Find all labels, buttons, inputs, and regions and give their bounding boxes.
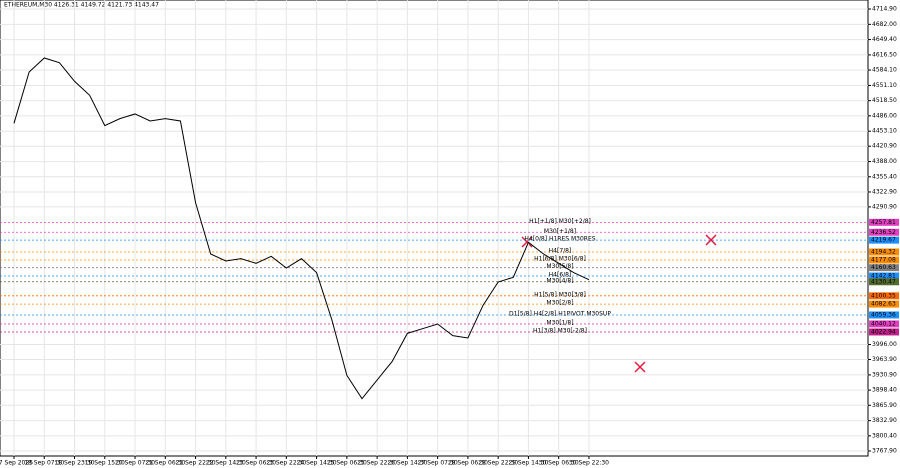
price-box-label: 4160.63	[871, 264, 896, 271]
y-tick-label: 4486.00	[872, 112, 897, 119]
y-tick-label: 3767.90	[872, 448, 897, 455]
x-tick-label: 19 Sep 15:30	[85, 460, 125, 467]
level-label: H4[0/8] H1RES M30RES	[524, 236, 595, 243]
price-box	[869, 228, 899, 236]
price-box	[869, 328, 899, 336]
price-box	[869, 248, 899, 256]
price-box	[869, 256, 899, 264]
price-box	[869, 300, 899, 308]
level-label: M30[+1/8]	[544, 228, 576, 235]
price-box	[869, 218, 899, 226]
price-box-label: 4142.81	[871, 273, 896, 280]
x-tick-label: 21 Sep 06:30	[145, 460, 185, 467]
y-tick-label: 4290.90	[872, 203, 897, 210]
y-tick-label: 3963.90	[872, 356, 897, 363]
x-tick-label: 28 Sep 22:30	[478, 460, 518, 467]
level-label: M30[4/8]	[546, 277, 573, 284]
price-box-label: 4177.08	[871, 257, 896, 264]
price-box-label: 4219.67	[871, 237, 896, 244]
x-tick-label: 24 Sep 14:30	[297, 460, 337, 467]
level-label: M30[2/8]	[546, 300, 573, 307]
y-tick-label: 4420.90	[872, 143, 897, 150]
price-box	[869, 272, 899, 280]
x-tick-label: 26 Sep 14:30	[387, 460, 427, 467]
price-box	[869, 236, 899, 244]
y-tick-label: 3865.90	[872, 402, 897, 409]
x-tick-label: 23 Sep 22:30	[266, 460, 306, 467]
chart-title: ETHEREUM,M30 4126.31 4149.72 4121.73 414…	[4, 2, 159, 9]
price-line	[13, 57, 590, 400]
y-tick-label: 4388.00	[872, 158, 897, 165]
price-box-label: 4257.81	[871, 219, 896, 226]
price-box-label: 4194.32	[871, 248, 896, 255]
x-markers	[521, 234, 717, 373]
y-tick-label: 4518.50	[872, 97, 897, 104]
x-tick-label: 25 Sep 22:30	[357, 460, 397, 467]
x-tick-label: 18 Sep 07:30	[24, 460, 64, 467]
y-tick-label: 4649.40	[872, 36, 897, 43]
price-box-label: 4040.12	[871, 320, 896, 327]
y-tick-label: 3898.40	[872, 387, 897, 394]
level-label: D1[5/8] H4[2/8] H1PIVOT M30SUP	[509, 310, 611, 317]
y-tick-label: 3832.90	[872, 417, 897, 424]
price-box-label: 4236.52	[871, 229, 896, 236]
y-tick-label: 4322.90	[872, 188, 897, 195]
x-tick-label: 27 Sep 07:30	[418, 460, 458, 467]
level-label: H1[3/8] M30[-2/8]	[533, 327, 587, 334]
price-box-label: 4059.36	[871, 311, 896, 318]
x-tick-label: 30 Sep 06:30	[539, 460, 579, 467]
y-tick-label: 4355.40	[872, 173, 897, 180]
y-tick-label: 4453.10	[872, 128, 897, 135]
y-tick-label: 4616.50	[872, 51, 897, 58]
price-box-label: 4022.94	[871, 328, 896, 335]
level-label: H4[6/8]	[549, 272, 572, 279]
price-box	[869, 264, 899, 272]
price-box	[869, 278, 899, 286]
y-tick-label: 4584.10	[872, 67, 897, 74]
y-tick-label: 4714.90	[872, 6, 897, 13]
x-tick-label: 28 Sep 06:30	[448, 460, 488, 467]
level-label: H1[6/8] M30[6/8]	[534, 256, 586, 263]
x-tick-label: 21 Sep 22:30	[176, 460, 216, 467]
level-label: M30[1/8]	[546, 319, 573, 326]
price-box	[869, 292, 899, 300]
x-tick-label: 22 Sep 14:30	[206, 460, 246, 467]
x-tick-label: 18 Sep 23:30	[54, 460, 94, 467]
x-tick-label: 25 Sep 06:30	[327, 460, 367, 467]
price-box-label: 4130.47	[871, 278, 896, 285]
y-tick-label: 3996.00	[872, 341, 897, 348]
y-tick-label: 4682.00	[872, 21, 897, 28]
level-label: H1[+1/8] M30[+2/8]	[529, 218, 591, 225]
price-box	[869, 311, 899, 319]
x-tick-label: 29 Sep 14:30	[508, 460, 548, 467]
level-label: M30[5/8]	[546, 263, 573, 270]
y-tick-label: 4551.10	[872, 82, 897, 89]
x-tick-label: 17 Sep 2025	[0, 460, 33, 467]
price-box-label: 4082.63	[871, 301, 896, 308]
price-box	[869, 320, 899, 328]
level-label: H4[7/8]	[549, 247, 572, 254]
x-tick-label: 30 Sep 22:30	[569, 460, 609, 467]
plot-frame	[0, 0, 869, 457]
x-tick-label: 20 Sep 07:30	[115, 460, 155, 467]
level-label: H1[5/8] M30[3/8]	[534, 291, 586, 298]
y-tick-label: 3800.40	[872, 432, 897, 439]
x-tick-label: 23 Sep 06:30	[236, 460, 276, 467]
y-tick-label: 3930.90	[872, 371, 897, 378]
price-box-label: 4100.35	[871, 292, 896, 299]
